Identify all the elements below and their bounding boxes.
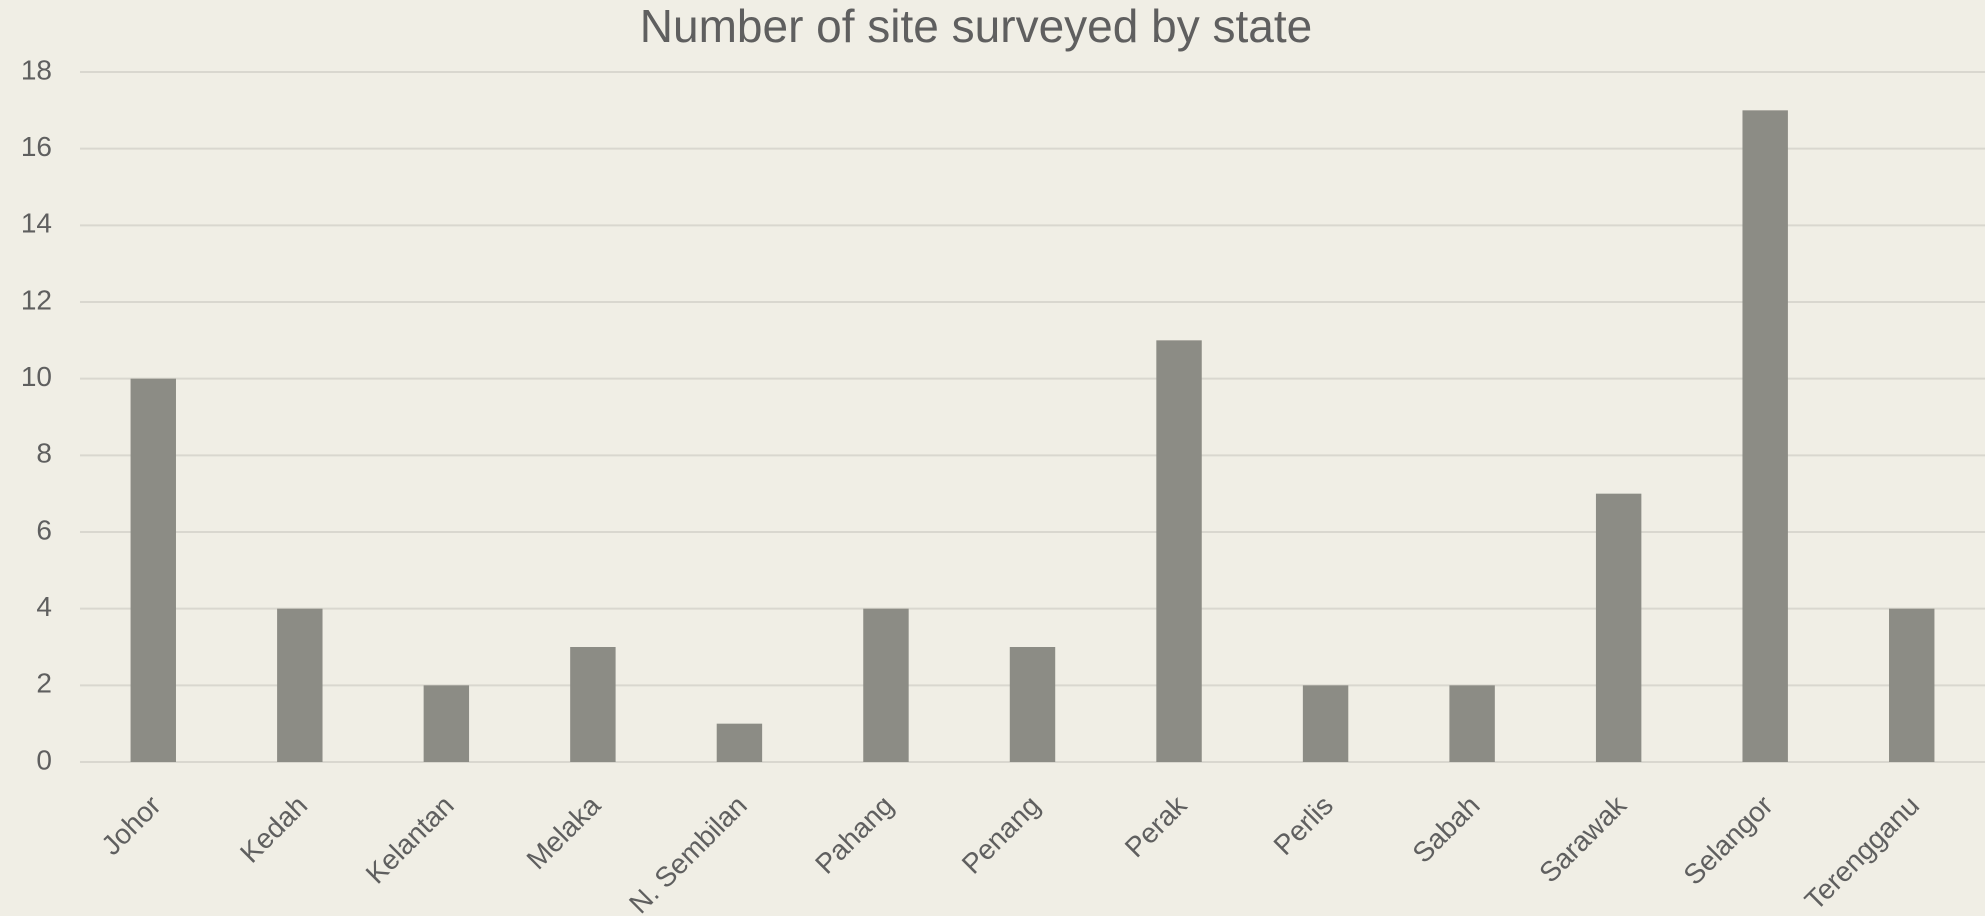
chart-title: Number of site surveyed by state <box>640 0 1312 52</box>
y-tick-label: 18 <box>21 54 52 85</box>
bar <box>130 378 176 762</box>
y-tick-label: 4 <box>36 591 52 622</box>
y-tick-label: 14 <box>21 208 52 239</box>
bar <box>716 723 763 762</box>
bar <box>1156 340 1202 762</box>
y-tick-label: 6 <box>36 514 52 545</box>
bar <box>863 608 909 762</box>
bar <box>277 608 323 762</box>
bar <box>1009 647 1056 762</box>
y-tick-label: 16 <box>21 131 52 162</box>
y-tick-label: 12 <box>21 284 52 315</box>
bar <box>570 647 616 762</box>
bar <box>1302 685 1349 762</box>
bar <box>1889 608 1935 762</box>
y-tick-label: 8 <box>36 438 52 469</box>
y-tick-label: 2 <box>36 668 52 699</box>
bar <box>1449 685 1495 762</box>
bar <box>1742 110 1788 763</box>
bar <box>423 685 470 762</box>
y-tick-label: 0 <box>36 744 52 775</box>
bar <box>1595 493 1642 762</box>
y-tick-label: 10 <box>21 361 52 392</box>
